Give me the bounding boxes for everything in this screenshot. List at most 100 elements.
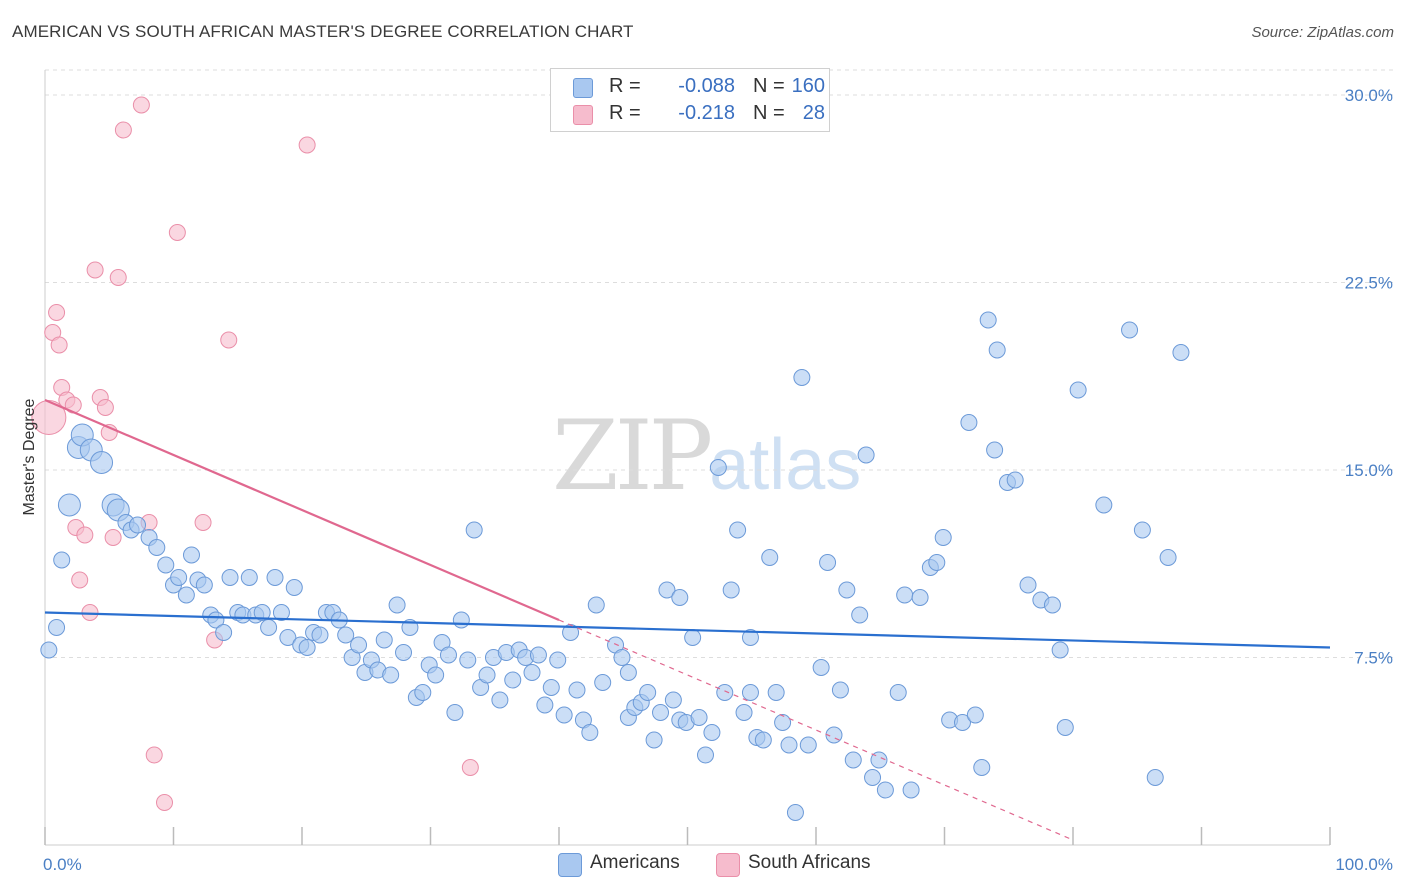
americans-point (988, 341, 1006, 359)
americans-point (960, 414, 978, 431)
americans-point (129, 516, 147, 534)
americans-point (266, 569, 284, 586)
americans-point (57, 493, 81, 517)
americans-point (729, 521, 747, 539)
americans-point (780, 736, 798, 754)
americans-point (690, 709, 708, 726)
south-africans-point (109, 269, 127, 286)
americans-point (870, 751, 888, 769)
americans-point (1146, 769, 1164, 786)
americans-point (639, 684, 657, 701)
americans-point (549, 651, 567, 669)
americans-point (1121, 321, 1139, 339)
bottom-legend-label-south-africans: South Africans (748, 852, 871, 873)
americans-point (48, 619, 66, 636)
americans-point (555, 706, 573, 724)
chart-source: Source: ZipAtlas.com (1251, 24, 1394, 41)
south-africans-point (168, 224, 186, 241)
americans-point (793, 369, 811, 386)
americans-point (529, 646, 547, 664)
americans-point (253, 604, 271, 621)
americans-point (427, 666, 445, 684)
americans-point (221, 569, 239, 586)
americans-point (170, 569, 188, 586)
americans-point (279, 629, 297, 646)
legend-n-label: N = (753, 75, 785, 97)
americans-point (979, 311, 997, 329)
americans-point (272, 604, 290, 621)
americans-point (465, 521, 483, 539)
legend-swatch-americans (573, 78, 593, 98)
south-africans-point (194, 514, 212, 531)
americans-point (1056, 719, 1074, 736)
americans-point (696, 746, 714, 764)
americans-point (182, 546, 200, 564)
south-africans-point (71, 571, 89, 589)
americans-point (652, 704, 670, 721)
watermark-zip: ZIP (552, 400, 713, 512)
watermark-atlas: atlas (709, 425, 862, 505)
americans-point (851, 606, 869, 624)
americans-point (613, 649, 631, 666)
americans-point (735, 704, 753, 721)
americans-point (1069, 381, 1087, 399)
chart-title: AMERICAN VS SOUTH AFRICAN MASTER'S DEGRE… (12, 22, 634, 41)
americans-point (754, 731, 772, 749)
americans-point (934, 529, 952, 546)
americans-point (709, 459, 727, 476)
americans-point (568, 681, 586, 699)
americans-point (684, 629, 702, 646)
americans-point (388, 596, 406, 614)
south-africans-point (96, 399, 114, 416)
legend-r-value: -0.088 (678, 75, 735, 97)
americans-point (658, 581, 676, 599)
americans-point (716, 684, 734, 701)
americans-point (504, 671, 522, 689)
americans-point (831, 681, 849, 699)
americans-point (382, 666, 400, 684)
americans-point (285, 579, 303, 596)
americans-point (857, 446, 875, 464)
americans-point (536, 696, 554, 714)
south-africans-point (104, 529, 122, 546)
americans-point (928, 554, 946, 571)
americans-point (1019, 576, 1037, 594)
americans-point (645, 731, 663, 749)
americans-point (741, 684, 759, 701)
americans-point (1043, 596, 1061, 614)
y-tick-label: 7.5% (1354, 649, 1393, 668)
south-africans-point (50, 336, 68, 354)
americans-point (240, 569, 258, 586)
americans-point (619, 664, 637, 681)
americans-point (774, 714, 792, 731)
correlation-legend: R = -0.088 N = 160 R = -0.218 N = 28 (550, 68, 830, 132)
americans-point (761, 549, 779, 566)
americans-point (452, 611, 470, 629)
watermark: ZIPatlas (552, 400, 861, 512)
americans-trend-line (44, 611, 1331, 649)
y-axis-label: Master's Degree (21, 398, 38, 515)
x-tick-label-min: 0.0% (43, 855, 82, 874)
americans-point (953, 714, 971, 731)
y-tick-label: 30.0% (1345, 86, 1393, 105)
americans-point (40, 641, 58, 659)
legend-n-value: 160 (791, 75, 825, 97)
americans-points (40, 311, 1190, 821)
south-africans-point (76, 526, 94, 544)
legend-n-value: 28 (802, 102, 825, 124)
americans-point (395, 644, 413, 661)
y-tick-label: 22.5% (1345, 274, 1393, 293)
south-africans-point (86, 261, 104, 279)
americans-point (523, 664, 541, 681)
south-africans-trend-extension (558, 619, 1074, 841)
americans-point (587, 596, 605, 614)
americans-point (1051, 641, 1069, 659)
americans-point (581, 724, 599, 741)
americans-point (195, 576, 213, 594)
americans-point (889, 684, 907, 701)
americans-point (911, 589, 929, 606)
trend-layer (44, 398, 1331, 841)
americans-point (337, 626, 355, 644)
label-layer: 7.5% 15.0% 22.5% 30.0% 0.0% 100.0% Master's De… (21, 86, 1393, 874)
